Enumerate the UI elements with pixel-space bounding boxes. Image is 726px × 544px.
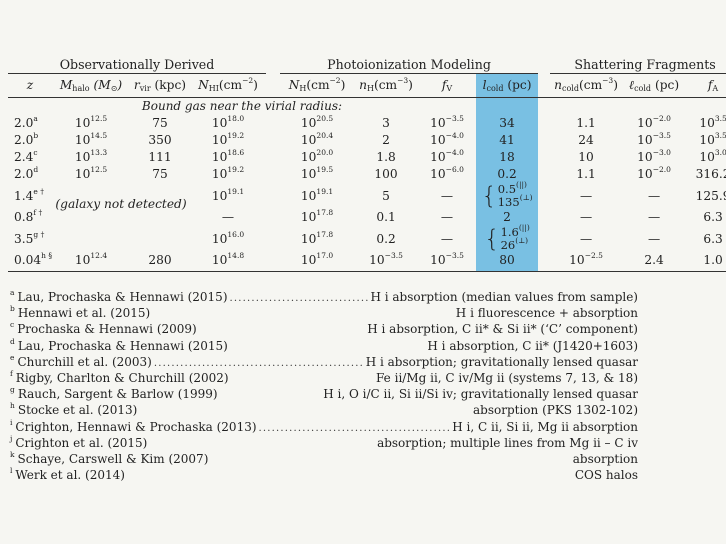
footnote-description: absorption; multiple lines from Mg ii – … xyxy=(377,435,638,450)
galaxy-not-detected-note: (galaxy not detected) xyxy=(55,197,187,211)
col-nh-density: nH(cm−3) xyxy=(354,73,419,98)
rows-body: 2.0a 1012.5 75 1018.0 1020.5 3 10−3.5 34 1.1 10−2… xyxy=(8,115,726,183)
table-row: 0.8f † — 1017.8 0.1 — 2 — — 6.3 xyxy=(14,208,723,226)
col-nhi: NHI(cm−2) xyxy=(190,73,267,98)
table-row: 2.0a 1012.5 75 1018.0 1020.5 3 10−3.5 34 1.1 10−2… xyxy=(14,114,726,132)
lcold-brace-cell: {1.6(||) 26(⊥) xyxy=(476,224,539,252)
col-mhalo: Mhalo (M⊙) xyxy=(52,73,130,98)
footnote-item: f Rigby, Charlton & Churchill (2002) Fe ii… xyxy=(10,368,638,387)
col-nh: NH(cm−2) xyxy=(280,73,355,98)
table-container: Observationally Derived Photoionization … xyxy=(8,56,726,272)
col-fv: fV xyxy=(418,73,477,98)
footnote-reference: c Prochaska & Hennawi (2009) xyxy=(10,320,197,337)
data-table: Observationally Derived Photoionization … xyxy=(8,56,726,272)
column-header-row: z Mhalo (M⊙) rvir (kpc) NHI(cm−2) NH(cm−… xyxy=(8,73,726,98)
footnote-reference: a Lau, Prochaska & Hennawi (2015) xyxy=(10,288,228,304)
footnote-description: H i, C ii, Si ii, Mg ii absorption xyxy=(452,419,638,434)
col-ncold: ncold(cm−3) xyxy=(550,73,623,98)
footnote-item: i Crighton, Hennawi & Prochaska (2013)...… xyxy=(10,417,638,434)
col-fa: fA xyxy=(686,73,726,98)
group-header-row: Observationally Derived Photoionization … xyxy=(8,56,726,74)
footnotes: a Lau, Prochaska & Hennawi (2015)........… xyxy=(10,288,638,484)
footnote-description: H i, O i/C ii, Si ii/Si iv; gravitationa… xyxy=(323,387,638,402)
footnote-reference: k Schaye, Carswell & Kim (2007) xyxy=(10,449,209,466)
table-row: 0.04h § 1012.4 280 1014.8 1017.0 10−3.5 … xyxy=(8,252,726,272)
footnote-item: e Churchill et al. (2003)................… xyxy=(10,352,638,369)
footnote-reference: l Werk et al. (2014) xyxy=(10,466,125,483)
table-row: 2.0d 1012.5 75 1019.2 1019.5 100 10−6.0 0.2 1.1 1… xyxy=(14,165,726,183)
footnote-reference: h Stocke et al. (2013) xyxy=(10,401,138,418)
table-row: 2.4c 1013.3 111 1018.6 1020.0 1.8 10−4.0 18 10 10… xyxy=(14,148,726,166)
footnote-item: g Rauch, Sargent & Barlow (1999) H i, O i/… xyxy=(10,385,638,403)
footnote-item: a Lau, Prochaska & Hennawi (2015)........… xyxy=(10,288,638,304)
footnote-item: d Lau, Prochaska & Hennawi (2015) H i abso… xyxy=(10,336,638,355)
footnote-item: b Hennawi et al. (2015) H i fluorescence +… xyxy=(10,304,638,322)
footnote-reference: g Rauch, Sargent & Barlow (1999) xyxy=(10,385,218,402)
footnote-reference: b Hennawi et al. (2015) xyxy=(10,304,151,321)
footnote-description: absorption xyxy=(572,451,638,466)
footnote-description: Fe ii/Mg ii, C iv/Mg ii (systems 7, 13, … xyxy=(376,370,638,385)
footnote-reference: j Crighton et al. (2015) xyxy=(10,433,148,450)
table-row: 1.4e † (galaxy not detected) 1019.1 1019… xyxy=(8,181,726,211)
footnote-item: j Crighton et al. (2015) absorption; multi… xyxy=(10,433,638,452)
section-label: Bound gas near the virial radius: xyxy=(141,99,343,113)
col-rvir: rvir (kpc) xyxy=(130,73,190,98)
footnote-item: l Werk et al. (2014) COS halos xyxy=(10,466,638,484)
table-row: 2.0b 1014.5 350 1019.2 1020.4 2 10−4.0 41 24 10−3… xyxy=(14,131,726,149)
lcold-brace-cell: {0.5(||) 135(⊥) xyxy=(476,181,539,209)
footnote-reference: i Crighton, Hennawi & Prochaska (2013) xyxy=(10,417,257,434)
footnote-reference: f Rigby, Charlton & Churchill (2002) xyxy=(10,368,229,385)
footnote-reference: e Churchill et al. (2003) xyxy=(10,352,152,369)
col-z: z xyxy=(8,73,52,98)
section-row: Bound gas near the virial radius: xyxy=(8,97,726,115)
footnote-item: h Stocke et al. (2013) absorption (PKS 130… xyxy=(10,401,638,419)
group-shattering: Shattering Fragments xyxy=(550,56,726,74)
footnote-item: c Prochaska & Hennawi (2009) H i absorptio… xyxy=(10,320,638,338)
footnote-description: absorption (PKS 1302-102) xyxy=(473,403,638,418)
footnote-description: H i fluorescence + absorption xyxy=(455,306,638,321)
footnote-description: H i absorption, C ii* (J1420+1603) xyxy=(427,338,638,353)
footnote-description: COS halos xyxy=(574,468,638,483)
footnote-item: k Schaye, Carswell & Kim (2007) absorption xyxy=(10,449,638,468)
group-photoionization: Photoionization Modeling xyxy=(280,56,539,74)
col-lcold: lcold (pc) xyxy=(476,73,539,98)
footnote-reference: d Lau, Prochaska & Hennawi (2015) xyxy=(10,336,228,353)
footnote-description: H i absorption, C ii* & Si ii* (‘C’ comp… xyxy=(367,322,638,337)
footnote-description: H i absorption (median values from sampl… xyxy=(370,290,638,304)
group-observational: Observationally Derived xyxy=(8,56,267,74)
col-ellcold: ℓcold (pc) xyxy=(622,73,687,98)
table-row: 3.5g † 1016.0 1017.8 0.2 — {1.6(||) 26(⊥)… xyxy=(14,223,723,253)
footnote-description: H i absorption; gravitationally lensed q… xyxy=(365,354,638,369)
